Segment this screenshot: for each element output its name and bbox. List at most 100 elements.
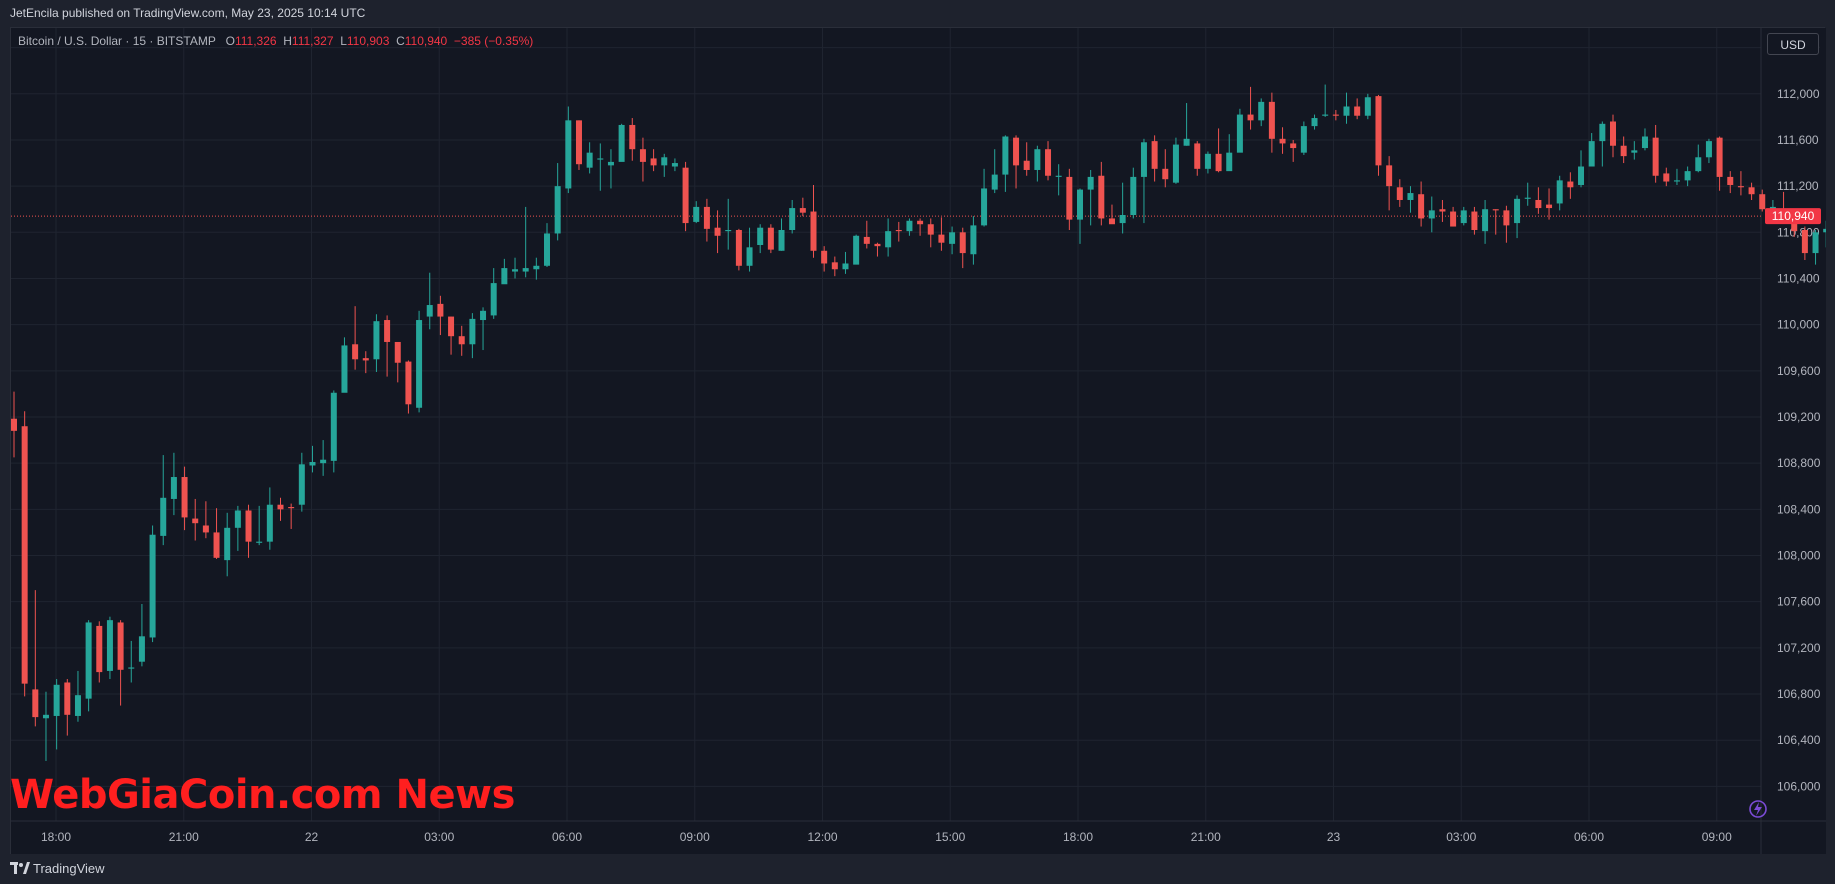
candle-body <box>565 120 572 189</box>
candle-body <box>1119 214 1126 224</box>
candle-body <box>544 233 550 266</box>
candle-body <box>618 124 625 162</box>
candle-body <box>1567 181 1574 188</box>
candle-body <box>1130 176 1137 215</box>
candle-body <box>74 695 81 716</box>
candlestick-chart[interactable]: 112,400112,000111,600111,200110,800110,4… <box>11 28 1826 855</box>
candle-body <box>1503 210 1510 226</box>
candle-body <box>1162 168 1169 180</box>
candle-body <box>309 462 316 466</box>
candle-body <box>1556 180 1563 204</box>
candle-body <box>480 310 487 321</box>
candle-body <box>1439 209 1446 212</box>
candle-body <box>362 358 369 361</box>
candle-body <box>128 667 135 669</box>
footer-brand: TradingView <box>33 861 105 876</box>
candle-body <box>1343 106 1350 116</box>
footer-bar: TradingView <box>0 854 1835 884</box>
candle-body <box>1098 175 1105 219</box>
candle-body <box>320 459 327 464</box>
candle-body <box>96 625 103 673</box>
y-tick-label: 106,000 <box>1777 779 1821 793</box>
candle-body <box>703 206 710 229</box>
candle-body <box>1311 118 1318 127</box>
candle-body <box>1087 176 1094 190</box>
candle-body <box>1610 121 1616 146</box>
candle-body <box>1673 180 1680 182</box>
candle-body <box>501 268 508 285</box>
open-value: 111,326 <box>234 34 277 48</box>
candle-body <box>906 220 913 232</box>
x-tick-label: 22 <box>305 830 319 844</box>
close-label: C <box>396 34 405 48</box>
candle-body <box>1172 144 1179 183</box>
candle-body <box>725 230 732 232</box>
x-tick-label: 06:00 <box>1574 830 1604 844</box>
x-tick-label: 09:00 <box>1702 830 1732 844</box>
candle-body <box>842 263 849 270</box>
symbol-legend: Bitcoin / U.S. Dollar · 15 · BITSTAMP O1… <box>18 34 533 48</box>
x-tick-label: 15:00 <box>935 830 965 844</box>
candle-body <box>1546 204 1553 209</box>
publish-header: JetEncila published on TradingView.com, … <box>0 0 1835 27</box>
candle-body <box>1183 138 1190 146</box>
candle-body <box>277 504 284 510</box>
open-label: O <box>225 34 235 48</box>
candle-body <box>1023 160 1030 170</box>
candle-body <box>1759 194 1766 210</box>
candle-body <box>597 158 604 160</box>
candle-body <box>1258 101 1265 121</box>
candle-body <box>1418 194 1425 219</box>
change-value: −385 (−0.35%) <box>453 34 534 48</box>
candle-body <box>927 224 934 235</box>
candle-body <box>1002 136 1009 175</box>
candle-body <box>1492 209 1499 211</box>
candle-body <box>629 124 636 150</box>
plot-background <box>11 28 1826 855</box>
x-tick-label: 21:00 <box>169 830 199 844</box>
candle-body <box>714 227 721 236</box>
candle-body <box>650 158 657 166</box>
candle-body <box>1460 210 1467 224</box>
candle-body <box>1407 193 1414 200</box>
candle-body <box>1066 176 1073 220</box>
currency-button[interactable]: USD <box>1767 33 1819 55</box>
candle-body <box>1450 211 1457 227</box>
x-tick-label: 03:00 <box>1446 830 1476 844</box>
candle-body <box>1599 123 1606 142</box>
y-tick-label: 110,000 <box>1777 318 1820 332</box>
candle-body <box>1236 114 1243 153</box>
candle-body <box>991 174 998 190</box>
candle-body <box>458 336 465 345</box>
chart-panel[interactable]: 112,400112,000111,600111,200110,800110,4… <box>10 27 1826 855</box>
candle-body <box>426 305 433 317</box>
candle-body <box>1151 141 1158 169</box>
candle-body <box>1140 142 1147 177</box>
candle-body <box>1045 149 1052 176</box>
candle-body <box>1013 137 1020 166</box>
candle-body <box>85 622 92 699</box>
symbol-name: Bitcoin / U.S. Dollar · 15 · BITSTAMP <box>18 34 216 48</box>
candle-body <box>1364 97 1371 116</box>
candle-body <box>1034 149 1041 170</box>
flash-icon[interactable] <box>1748 799 1768 819</box>
candle-body <box>789 208 796 231</box>
candle-body <box>1823 228 1826 233</box>
candle-body <box>1268 101 1275 139</box>
candle-body <box>138 636 145 662</box>
candle-body <box>1748 187 1755 195</box>
candle-body <box>448 316 455 337</box>
candle-body <box>853 235 860 265</box>
candle-body <box>821 250 828 264</box>
candle-body <box>42 714 49 719</box>
candle-body <box>554 186 561 234</box>
y-tick-label: 107,600 <box>1777 595 1821 609</box>
candle-body <box>917 220 924 225</box>
candle-body <box>1108 218 1115 225</box>
candle-body <box>1535 199 1542 209</box>
candle-body <box>1695 157 1702 172</box>
candle-body <box>1663 173 1670 182</box>
candle-body <box>21 426 28 684</box>
candle-body <box>639 149 646 162</box>
y-tick-label: 112,000 <box>1777 87 1820 101</box>
